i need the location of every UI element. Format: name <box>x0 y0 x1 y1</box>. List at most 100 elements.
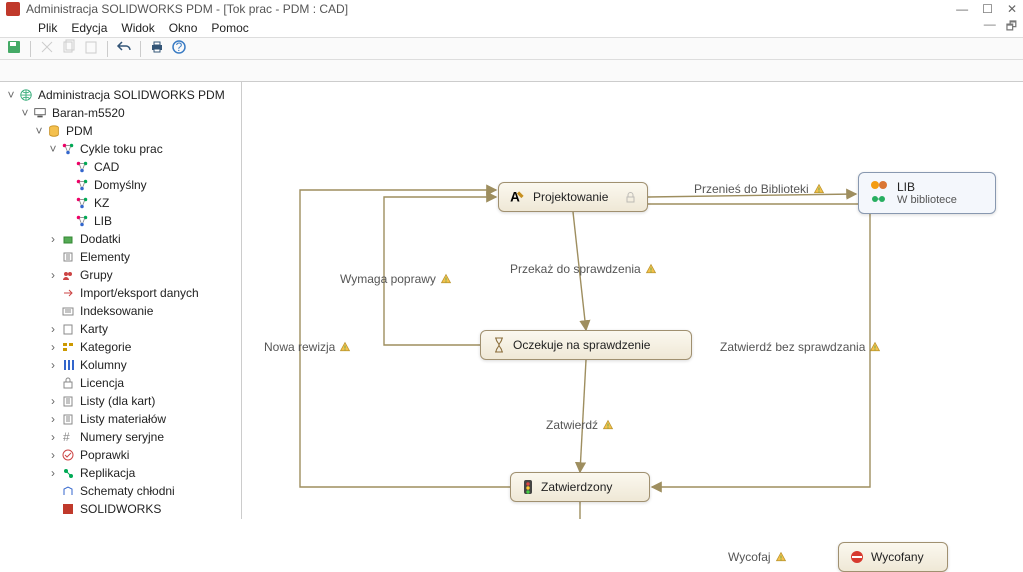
expand-icon[interactable]: ˅ <box>46 142 60 156</box>
expand-icon[interactable]: › <box>46 394 60 408</box>
print-icon[interactable] <box>149 39 165 58</box>
warning-icon <box>869 341 881 353</box>
tree-label: Karty <box>80 322 108 336</box>
mdi-restore-button[interactable]: 🗗 <box>1006 17 1017 38</box>
state-withdrawn[interactable]: Wycofany <box>838 542 948 572</box>
expand-icon[interactable]: ˅ <box>32 124 46 138</box>
menu-help[interactable]: Pomoc <box>211 21 248 35</box>
window-title: Administracja SOLIDWORKS PDM - [Tok prac… <box>26 2 956 16</box>
tree-label: Listy materiałów <box>80 412 166 426</box>
edge-label-approve[interactable]: Zatwierdź <box>546 418 614 432</box>
edge-text: Przenieś do Biblioteki <box>694 182 809 196</box>
tree-label: KZ <box>94 196 109 210</box>
menu-view[interactable]: Widok <box>121 21 154 35</box>
paste-icon[interactable] <box>83 39 99 58</box>
tree-item-4[interactable]: Indeksowanie <box>4 302 241 320</box>
tree-item-7[interactable]: › Kolumny <box>4 356 241 374</box>
tree-label: Grupy <box>80 268 113 282</box>
tree-label: Schematy chłodni <box>80 484 175 498</box>
tree-item-13[interactable]: › Replikacja <box>4 464 241 482</box>
warning-icon <box>602 419 614 431</box>
window-buttons: — ☐ ✕ <box>956 2 1017 16</box>
tree-item-15[interactable]: SOLIDWORKS <box>4 500 241 518</box>
copy-icon[interactable] <box>61 39 77 58</box>
expand-icon[interactable]: › <box>46 340 60 354</box>
tree-host[interactable]: ˅Baran-m5520 <box>4 104 241 122</box>
edge-label-approveNoCheck[interactable]: Zatwierdź bez sprawdzania <box>720 340 881 354</box>
toolbar-workflow <box>0 60 1023 82</box>
expand-icon[interactable]: › <box>46 448 60 462</box>
tree-item-9[interactable]: ›Listy (dla kart) <box>4 392 241 410</box>
tree-label: Licencja <box>80 376 124 390</box>
expand-icon[interactable]: › <box>46 322 60 336</box>
edge-label-toCheck[interactable]: Przekaż do sprawdzenia <box>510 262 657 276</box>
mdi-minimize-button[interactable]: — <box>984 17 996 38</box>
state-approved[interactable]: Zatwierdzony <box>510 472 650 502</box>
tree-wf-LIB[interactable]: LIB <box>4 212 241 230</box>
tree-item-6[interactable]: ›Kategorie <box>4 338 241 356</box>
menu-window[interactable]: Okno <box>169 21 198 35</box>
tree-label: Elementy <box>80 250 130 264</box>
expand-icon[interactable]: › <box>46 412 60 426</box>
expand-icon[interactable]: › <box>46 232 60 246</box>
tree-label: Poprawki <box>80 448 129 462</box>
tree-item-12[interactable]: › Poprawki <box>4 446 241 464</box>
lib-sub: W bibliotece <box>897 194 957 206</box>
edge-label-withdraw[interactable]: Wycofaj <box>728 550 787 564</box>
lib-title: LIB <box>897 180 957 194</box>
tree-item-0[interactable]: ›Dodatki <box>4 230 241 248</box>
admin-tree[interactable]: ˅ Administracja SOLIDWORKS PDM ˅Baran-m552… <box>0 82 242 519</box>
tree-item-3[interactable]: Import/eksport danych <box>4 284 241 302</box>
save-icon[interactable] <box>6 39 22 58</box>
menu-file[interactable]: Plik <box>38 21 57 35</box>
expand-icon[interactable]: › <box>46 358 60 372</box>
tree-item-8[interactable]: Licencja <box>4 374 241 392</box>
edge-text: Nowa rewizja <box>264 340 335 354</box>
warning-icon <box>775 551 787 563</box>
expand-icon[interactable]: › <box>46 268 60 282</box>
tree-vault[interactable]: ˅ PDM <box>4 122 241 140</box>
traffic-light-icon <box>521 478 535 496</box>
tree-workflows[interactable]: ˅Cykle toku prac <box>4 140 241 158</box>
tree-item-1[interactable]: Elementy <box>4 248 241 266</box>
toolbar-main: ? <box>0 38 1023 60</box>
tree-wf-CAD[interactable]: CAD <box>4 158 241 176</box>
tree-item-14[interactable]: Schematy chłodni <box>4 482 241 500</box>
app-icon <box>6 2 20 16</box>
tree-label: Kolumny <box>80 358 127 372</box>
tree-root[interactable]: ˅ Administracja SOLIDWORKS PDM <box>4 86 241 104</box>
expand-icon[interactable]: › <box>46 430 60 444</box>
tree-wf-Domyślny[interactable]: Domyślny <box>4 176 241 194</box>
expand-icon[interactable]: › <box>46 466 60 480</box>
edge-label-newRev[interactable]: Nowa rewizja <box>264 340 351 354</box>
tree-item-5[interactable]: › Karty <box>4 320 241 338</box>
maximize-button[interactable]: ☐ <box>982 2 993 16</box>
state-designing[interactable]: AProjektowanie <box>498 182 648 212</box>
tree-label: Administracja SOLIDWORKS PDM <box>38 88 225 102</box>
edge-label-toLib[interactable]: Przenieś do Biblioteki <box>694 182 825 196</box>
close-button[interactable]: ✕ <box>1007 2 1017 16</box>
tree-item-11[interactable]: ›#Numery seryjne <box>4 428 241 446</box>
edge-label-needsFix[interactable]: Wymaga poprawy <box>340 272 452 286</box>
minimize-button[interactable]: — <box>956 2 968 16</box>
edge-text: Zatwierdź <box>546 418 598 432</box>
tree-wf-KZ[interactable]: KZ <box>4 194 241 212</box>
help-icon[interactable]: ? <box>171 39 187 58</box>
warning-icon <box>339 341 351 353</box>
edge-text: Przekaż do sprawdzenia <box>510 262 641 276</box>
expand-icon[interactable]: ˅ <box>18 106 32 120</box>
tree-label: PDM <box>66 124 93 138</box>
hourglass-icon <box>491 336 507 354</box>
state-lib[interactable]: LIBW bibliotece <box>858 172 996 214</box>
tree-label: CAD <box>94 160 119 174</box>
expand-icon[interactable]: ˅ <box>4 88 18 102</box>
state-label: Oczekuje na sprawdzenie <box>513 338 650 352</box>
tree-item-2[interactable]: › Grupy <box>4 266 241 284</box>
cut-icon[interactable] <box>39 39 55 58</box>
menu-edit[interactable]: Edycja <box>71 21 107 35</box>
workflow-canvas[interactable]: AProjektowanie Oczekuje na sprawdzenie Zat… <box>242 82 1023 519</box>
undo-icon[interactable] <box>116 39 132 58</box>
tree-label: Replikacja <box>80 466 135 480</box>
state-waiting[interactable]: Oczekuje na sprawdzenie <box>480 330 692 360</box>
tree-item-10[interactable]: › Listy materiałów <box>4 410 241 428</box>
